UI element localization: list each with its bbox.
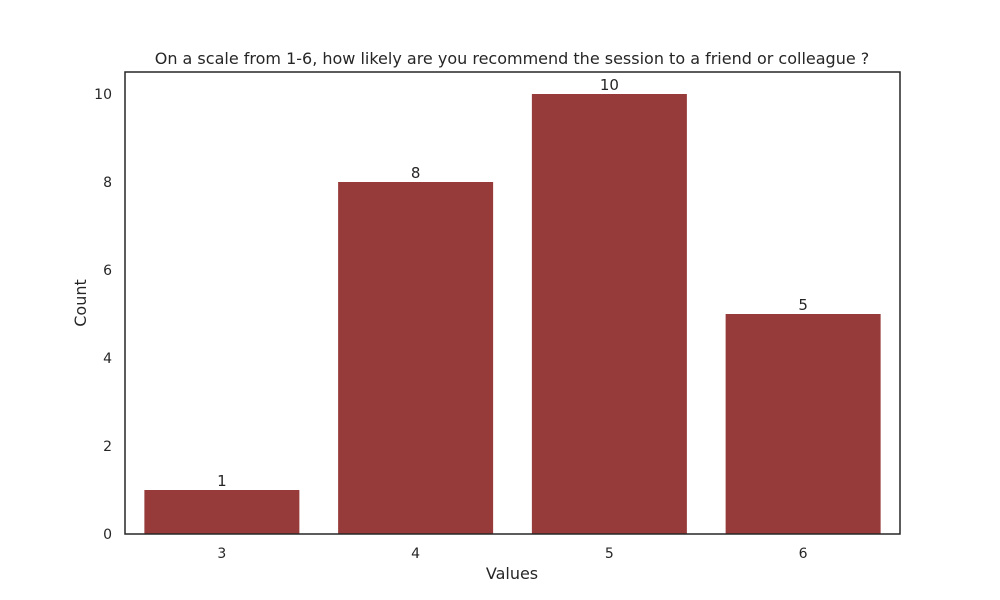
- bar-value-label: 5: [798, 296, 808, 314]
- x-tick-label: 6: [799, 546, 808, 562]
- y-tick-label: 8: [103, 175, 112, 191]
- bar-value-label: 1: [217, 472, 227, 490]
- y-axis-label: Count: [71, 279, 90, 327]
- x-tick-label: 4: [411, 546, 420, 562]
- x-axis: 3 4 5 6: [217, 546, 807, 562]
- y-tick-label: 2: [103, 439, 112, 455]
- bar-3: [144, 490, 300, 534]
- bar-4: [338, 182, 494, 534]
- y-tick-label: 0: [103, 527, 112, 543]
- bars-layer: [144, 94, 881, 534]
- plot-frame: [124, 71, 901, 535]
- y-tick-label: 6: [103, 263, 112, 279]
- bar-value-label: 8: [411, 164, 421, 182]
- chart-title: On a scale from 1-6, how likely are you …: [155, 49, 870, 68]
- y-tick-label: 4: [103, 351, 112, 367]
- x-axis-label: Values: [486, 564, 538, 583]
- x-tick-label: 3: [217, 546, 226, 562]
- bar-value-label: 10: [600, 76, 619, 94]
- bar-6: [725, 314, 881, 534]
- y-axis: 0 2 4 6 8 10: [94, 87, 112, 543]
- bar-labels-layer: 1 8 10 5: [217, 76, 808, 490]
- y-tick-label: 10: [94, 87, 112, 103]
- bar-5: [531, 94, 687, 534]
- x-tick-label: 5: [605, 546, 614, 562]
